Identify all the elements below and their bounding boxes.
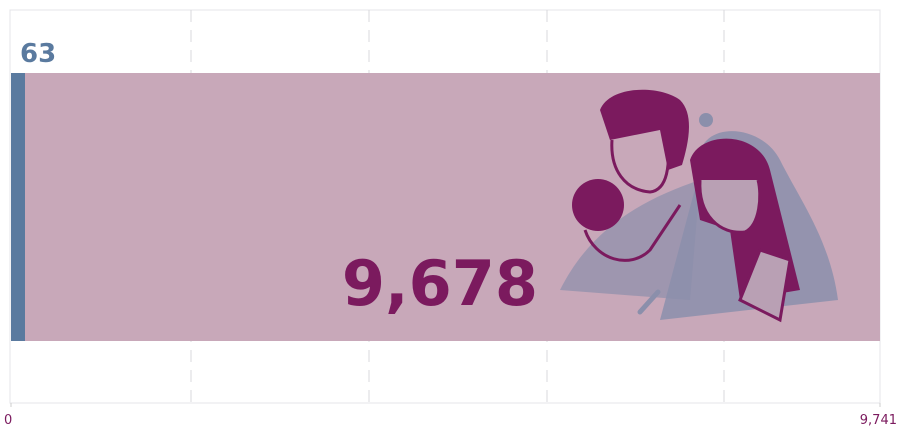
illustration-baby-head: [572, 179, 624, 231]
illustration-dot: [699, 113, 713, 127]
x-tick-label: 9,741: [860, 413, 897, 427]
value-label: 9,678: [342, 247, 538, 320]
chart: 63 9,678 0 9,741: [0, 0, 898, 427]
bar-segment: [11, 73, 25, 341]
x-tick-label: 0: [4, 413, 12, 427]
page: 639,678 09,741 (() => { const data = JSO…: [0, 0, 898, 427]
x-axis: 0 9,741: [4, 403, 897, 427]
value-label: 63: [20, 39, 56, 69]
